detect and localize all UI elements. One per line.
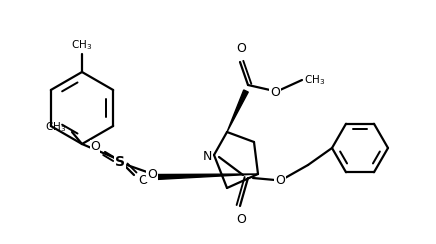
Text: O: O	[147, 169, 157, 182]
Text: O: O	[236, 213, 246, 226]
Text: O: O	[138, 174, 148, 187]
Text: S: S	[115, 155, 125, 169]
Polygon shape	[227, 90, 248, 132]
Text: O: O	[236, 42, 246, 55]
Text: CH$_3$: CH$_3$	[45, 120, 66, 134]
Text: CH$_3$: CH$_3$	[72, 38, 92, 52]
Text: O: O	[275, 173, 285, 186]
Text: N: N	[203, 151, 212, 163]
Polygon shape	[156, 174, 258, 180]
Text: CH$_3$: CH$_3$	[304, 73, 325, 87]
Text: O: O	[90, 140, 100, 152]
Text: O: O	[270, 85, 280, 99]
